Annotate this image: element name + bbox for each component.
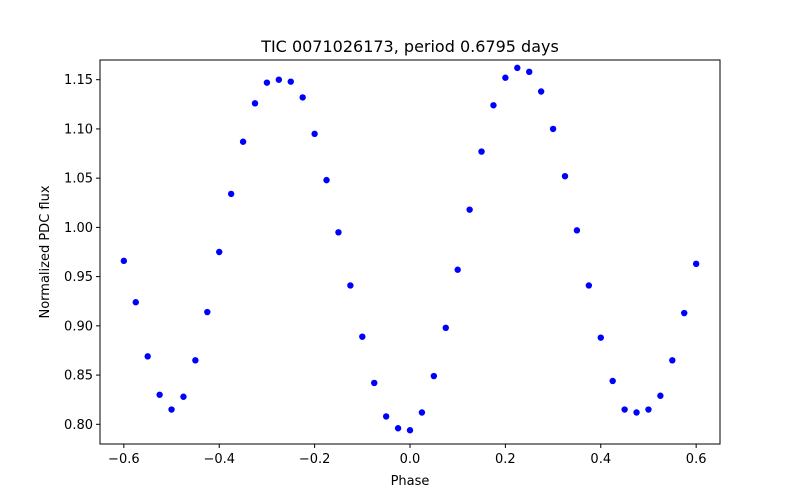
- data-point: [311, 130, 318, 138]
- data-point: [657, 392, 664, 399]
- data-point: [597, 334, 604, 341]
- data-point: [239, 138, 247, 145]
- data-point: [347, 282, 354, 289]
- data-point: [442, 324, 449, 332]
- data-point: [371, 379, 378, 387]
- data-point: [466, 206, 473, 213]
- x-axis-label: Phase: [391, 474, 430, 489]
- data-point: [549, 125, 557, 133]
- data-point: [156, 391, 163, 398]
- data-point: [216, 248, 223, 256]
- x-tick-label: 0.4: [590, 452, 611, 467]
- y-tick-label: 1.15: [64, 73, 93, 88]
- x-tick-label: 0.0: [400, 452, 421, 467]
- data-point: [263, 79, 271, 86]
- data-point: [609, 377, 616, 385]
- data-point: [382, 413, 390, 420]
- data-point: [561, 172, 569, 180]
- x-tick-label: 0.2: [495, 452, 516, 467]
- x-tick-label: −0.2: [299, 452, 331, 467]
- data-point: [204, 308, 211, 316]
- data-point: [669, 357, 676, 364]
- data-point: [251, 100, 259, 107]
- data-point: [394, 425, 402, 432]
- y-tick-label: 1.00: [64, 221, 93, 236]
- data-point: [227, 190, 235, 198]
- y-tick-label: 1.05: [64, 172, 93, 187]
- data-point: [275, 76, 283, 83]
- y-tick-label: 0.95: [64, 270, 93, 285]
- data-point: [168, 406, 175, 413]
- data-point: [323, 176, 330, 184]
- data-point: [490, 102, 497, 109]
- x-tick-label: −0.6: [108, 452, 140, 467]
- data-point: [681, 309, 688, 317]
- data-point: [418, 409, 426, 416]
- data-point: [621, 406, 628, 413]
- y-tick-label: 0.90: [64, 319, 93, 334]
- data-point: [454, 266, 461, 273]
- data-point: [287, 78, 294, 85]
- data-point: [537, 88, 545, 95]
- data-point: [585, 282, 593, 289]
- data-point: [192, 357, 199, 364]
- data-points: [120, 64, 700, 434]
- data-point: [359, 333, 366, 340]
- y-axis-ticks: 0.80 0.85 0.90 0.95 1.00 1.05 1.10 1.15: [64, 73, 100, 433]
- y-tick-label: 0.85: [64, 369, 93, 384]
- data-point: [514, 64, 521, 72]
- y-axis-label: Normalized PDC flux: [38, 185, 53, 318]
- data-point: [478, 148, 485, 155]
- data-point: [180, 393, 187, 400]
- y-tick-label: 0.80: [64, 418, 93, 433]
- data-point: [573, 227, 581, 234]
- chart-title: TIC 0071026173, period 0.6795 days: [260, 37, 559, 56]
- data-point: [645, 406, 652, 413]
- data-point: [502, 74, 509, 81]
- data-point: [144, 353, 151, 360]
- x-tick-label: −0.4: [203, 452, 235, 467]
- plot-area-frame: [99, 59, 721, 445]
- data-point: [299, 94, 306, 101]
- y-tick-label: 1.10: [64, 122, 93, 137]
- data-point: [132, 299, 139, 306]
- data-point: [633, 409, 640, 416]
- data-point: [692, 260, 700, 268]
- x-axis-ticks: −0.6 −0.4 −0.2 0.0 0.2 0.4 0.6: [108, 444, 706, 467]
- data-point: [430, 372, 438, 380]
- x-tick-label: 0.6: [686, 452, 707, 467]
- data-point: [335, 229, 342, 236]
- data-point: [120, 257, 128, 265]
- data-point: [406, 427, 414, 434]
- data-point: [526, 68, 533, 76]
